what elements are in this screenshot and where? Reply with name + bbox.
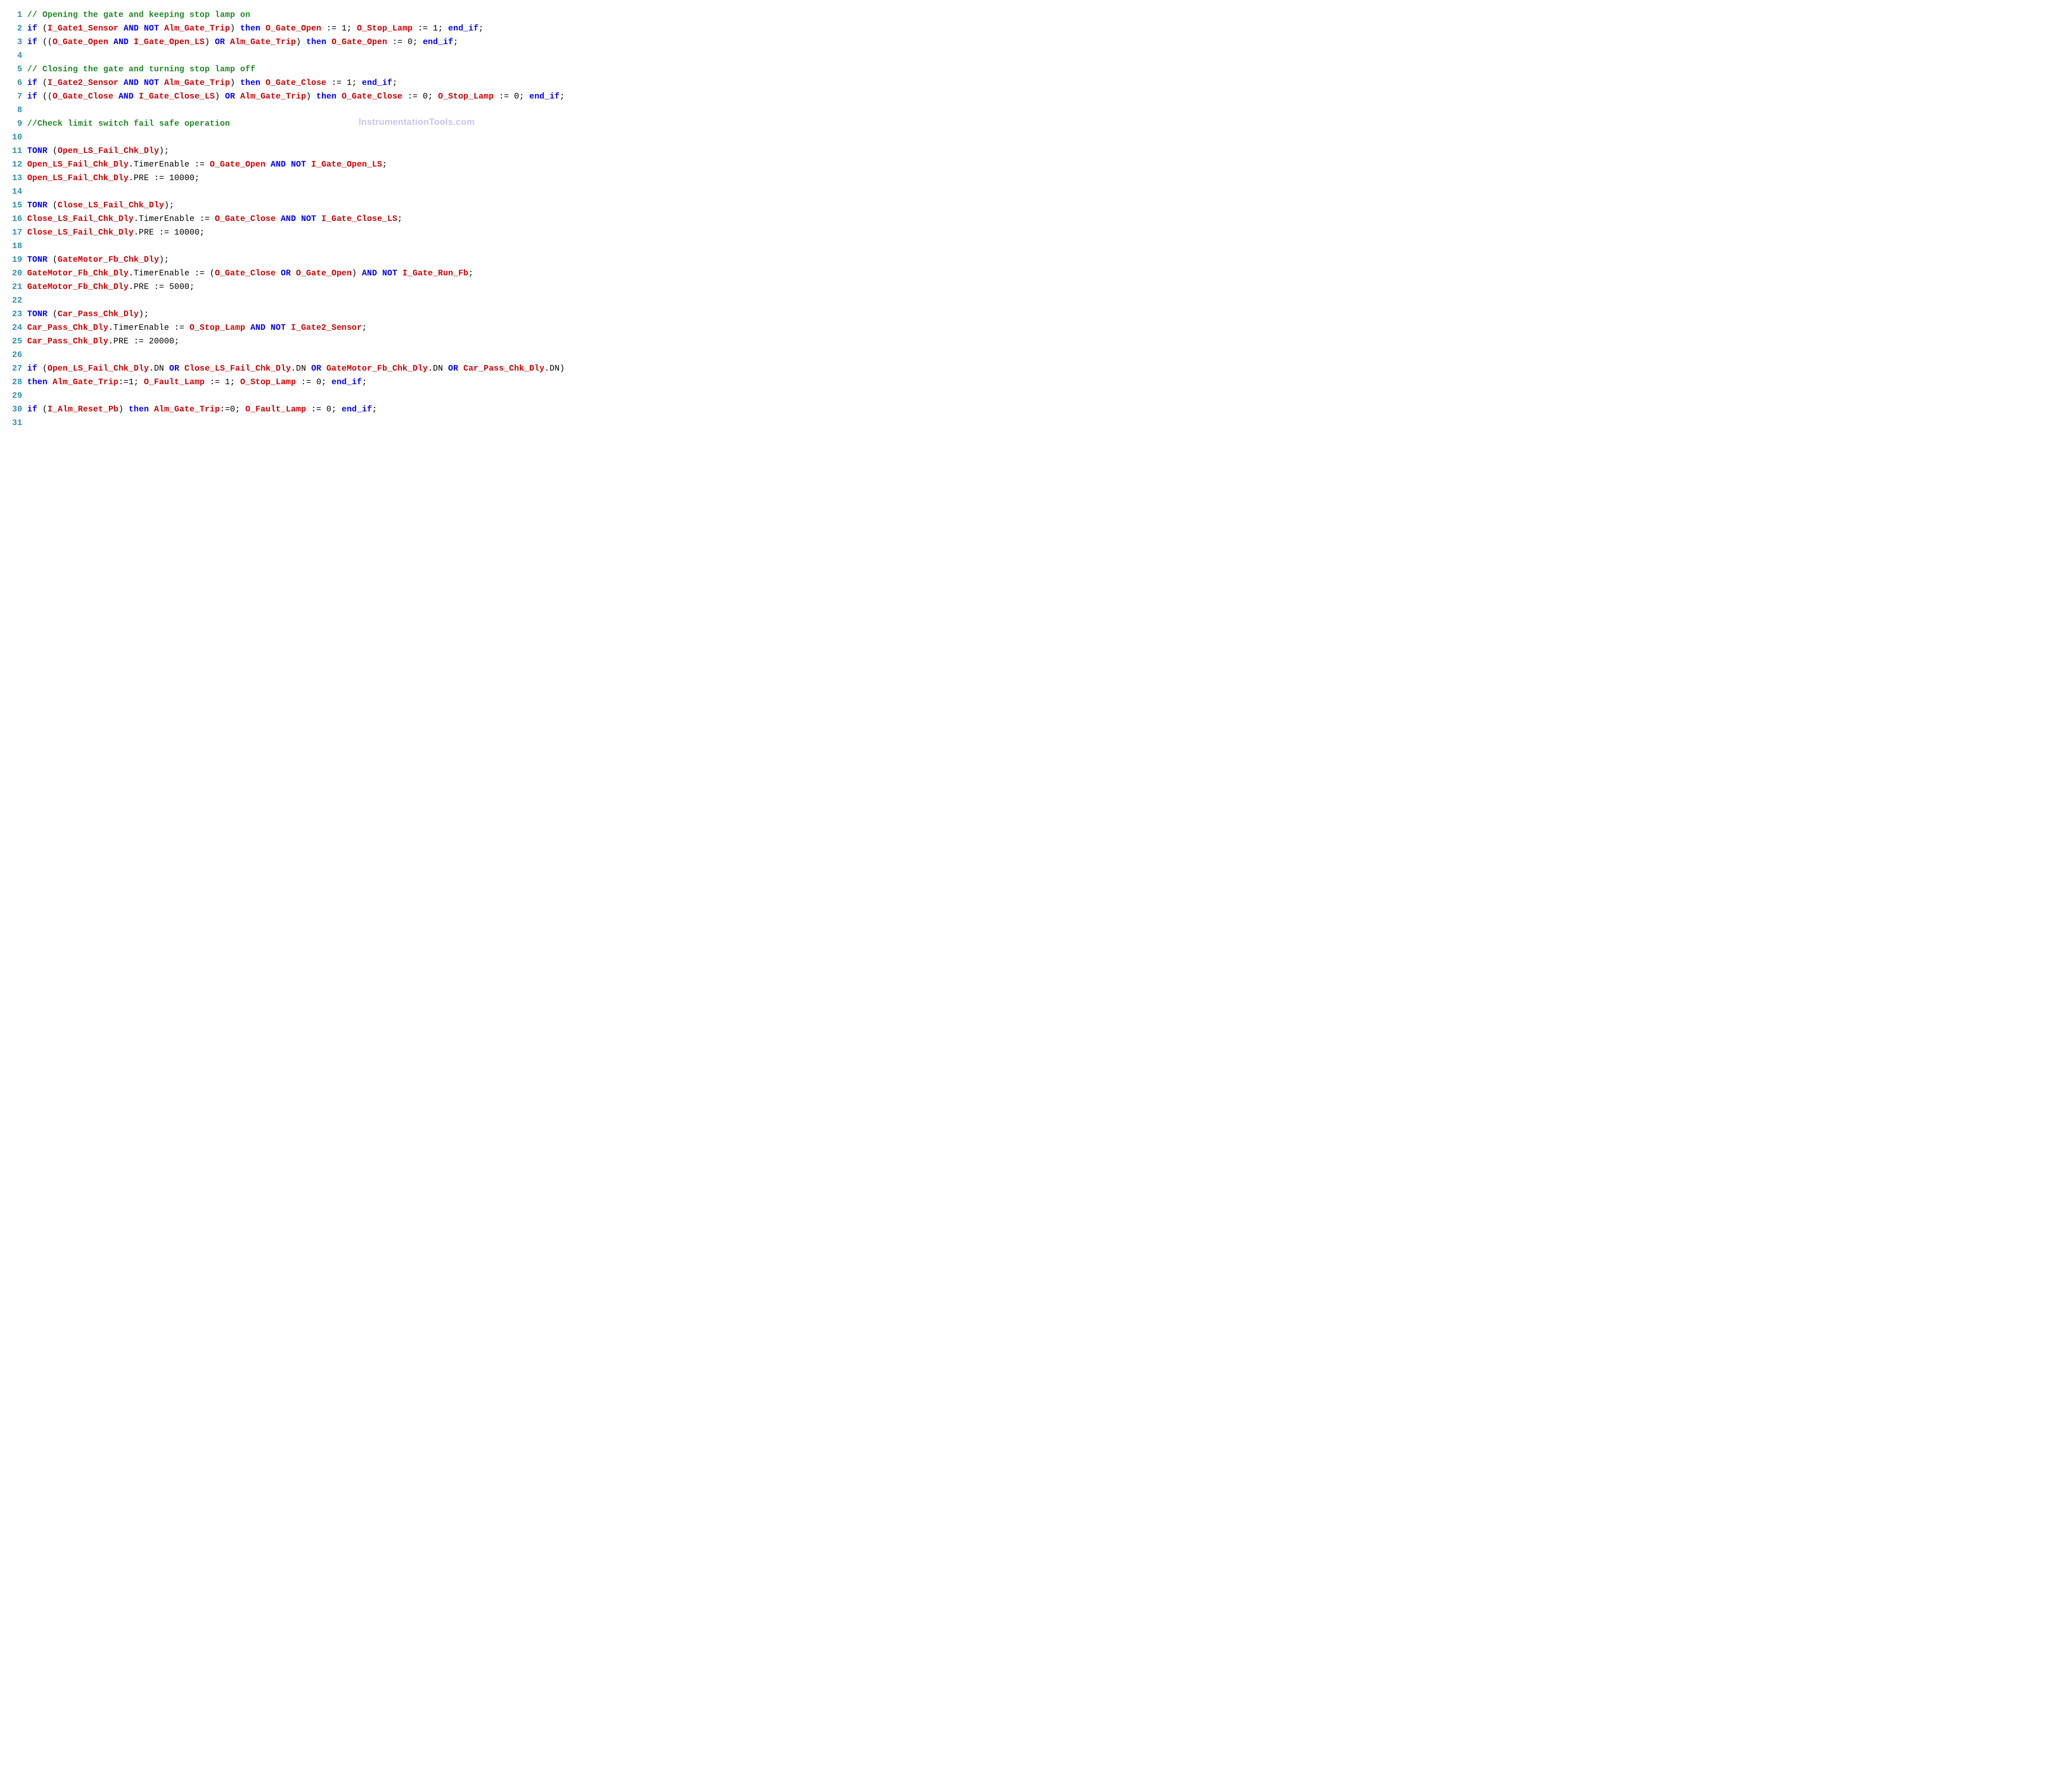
code-line: 28 then Alm_Gate_Trip:=1; O_Fault_Lamp :=… [4,376,2057,389]
code-line: 23 TONR (Car_Pass_Chk_Dly); [4,308,2057,321]
line-number: 22 [4,294,22,308]
code-line: 19 TONR (GateMotor_Fb_Chk_Dly); [4,253,2057,267]
line-content: Open_LS_Fail_Chk_Dly.PRE := 10000; [27,171,200,185]
code-line: 25 Car_Pass_Chk_Dly.PRE := 20000; [4,335,2057,348]
line-content: //Check limit switch fail safe operation [27,117,230,131]
code-line: 4 [4,49,2057,63]
code-line: 6 if (I_Gate2_Sensor AND NOT Alm_Gate_Tri… [4,76,2057,90]
line-number: 11 [4,144,22,158]
line-number: 5 [4,63,22,76]
line-content: Car_Pass_Chk_Dly.TimerEnable := O_Stop_L… [27,321,367,335]
code-line: 16 Close_LS_Fail_Chk_Dly.TimerEnable := O… [4,212,2057,226]
code-line: 17 Close_LS_Fail_Chk_Dly.PRE := 10000; [4,226,2057,240]
code-line: 11 TONR (Open_LS_Fail_Chk_Dly); [4,144,2057,158]
line-content: if ((O_Gate_Open AND I_Gate_Open_LS) OR … [27,35,458,49]
code-line: 7 if ((O_Gate_Close AND I_Gate_Close_LS) … [4,90,2057,103]
line-content: // Closing the gate and turning stop lam… [27,63,256,76]
code-line: 27 if (Open_LS_Fail_Chk_Dly.DN OR Close_L… [4,362,2057,376]
line-number: 25 [4,335,22,348]
line-content [27,294,32,308]
line-number: 27 [4,362,22,376]
line-content: Open_LS_Fail_Chk_Dly.TimerEnable := O_Ga… [27,158,387,171]
line-number: 1 [4,8,22,22]
code-line: 13 Open_LS_Fail_Chk_Dly.PRE := 10000; [4,171,2057,185]
line-number: 29 [4,389,22,403]
line-number: 9 [4,117,22,131]
line-number: 16 [4,212,22,226]
line-content: // Opening the gate and keeping stop lam… [27,8,250,22]
line-number: 28 [4,376,22,389]
line-content [27,185,32,199]
line-content [27,389,32,403]
line-number: 17 [4,226,22,240]
line-number: 2 [4,22,22,35]
line-content: Car_Pass_Chk_Dly.PRE := 20000; [27,335,179,348]
code-line: 10 [4,131,2057,144]
line-number: 14 [4,185,22,199]
code-block: 1 // Opening the gate and keeping stop la… [4,8,2057,430]
line-content [27,49,32,63]
code-line: 3 if ((O_Gate_Open AND I_Gate_Open_LS) OR… [4,35,2057,49]
line-content [27,131,32,144]
line-content: if (I_Gate2_Sensor AND NOT Alm_Gate_Trip… [27,76,397,90]
line-content: Close_LS_Fail_Chk_Dly.PRE := 10000; [27,226,205,240]
code-line: 8 [4,103,2057,117]
code-line: 30 if (I_Alm_Reset_Pb) then Alm_Gate_Trip… [4,403,2057,416]
line-number: 12 [4,158,22,171]
line-content: TONR (Open_LS_Fail_Chk_Dly); [27,144,169,158]
line-number: 30 [4,403,22,416]
line-content [27,416,32,430]
line-content: Close_LS_Fail_Chk_Dly.TimerEnable := O_G… [27,212,402,226]
code-line: 21 GateMotor_Fb_Chk_Dly.PRE := 5000; [4,280,2057,294]
line-content: then Alm_Gate_Trip:=1; O_Fault_Lamp := 1… [27,376,367,389]
code-line: 26 [4,348,2057,362]
code-line: 1 // Opening the gate and keeping stop la… [4,8,2057,22]
line-number: 7 [4,90,22,103]
line-number: 15 [4,199,22,212]
line-number: 8 [4,103,22,117]
line-content: GateMotor_Fb_Chk_Dly.TimerEnable := (O_G… [27,267,474,280]
code-line: 24 Car_Pass_Chk_Dly.TimerEnable := O_Stop… [4,321,2057,335]
line-number: 20 [4,267,22,280]
code-line: 14 [4,185,2057,199]
code-line: 22 [4,294,2057,308]
code-line: 12 Open_LS_Fail_Chk_Dly.TimerEnable := O_… [4,158,2057,171]
line-number: 19 [4,253,22,267]
line-number: 26 [4,348,22,362]
code-line: 18 [4,240,2057,253]
line-content [27,103,32,117]
line-content: if (I_Gate1_Sensor AND NOT Alm_Gate_Trip… [27,22,484,35]
line-number: 3 [4,35,22,49]
line-number: 4 [4,49,22,63]
line-content: TONR (Close_LS_Fail_Chk_Dly); [27,199,174,212]
line-content: TONR (Car_Pass_Chk_Dly); [27,308,149,321]
line-number: 6 [4,76,22,90]
line-content: if ((O_Gate_Close AND I_Gate_Close_LS) O… [27,90,565,103]
code-line: 29 [4,389,2057,403]
line-content [27,240,32,253]
line-content: if (Open_LS_Fail_Chk_Dly.DN OR Close_LS_… [27,362,565,376]
code-line: 5 // Closing the gate and turning stop la… [4,63,2057,76]
line-number: 24 [4,321,22,335]
line-content: TONR (GateMotor_Fb_Chk_Dly); [27,253,169,267]
code-line: 20 GateMotor_Fb_Chk_Dly.TimerEnable := (O… [4,267,2057,280]
line-number: 18 [4,240,22,253]
code-line: 15 TONR (Close_LS_Fail_Chk_Dly); [4,199,2057,212]
code-line: 2 if (I_Gate1_Sensor AND NOT Alm_Gate_Tri… [4,22,2057,35]
line-number: 31 [4,416,22,430]
line-number: 21 [4,280,22,294]
line-number: 23 [4,308,22,321]
line-content: if (I_Alm_Reset_Pb) then Alm_Gate_Trip:=… [27,403,377,416]
code-line: 9 //Check limit switch fail safe operatio… [4,117,2057,131]
line-number: 10 [4,131,22,144]
line-content [27,348,32,362]
line-number: 13 [4,171,22,185]
code-line: 31 [4,416,2057,430]
line-content: GateMotor_Fb_Chk_Dly.PRE := 5000; [27,280,195,294]
